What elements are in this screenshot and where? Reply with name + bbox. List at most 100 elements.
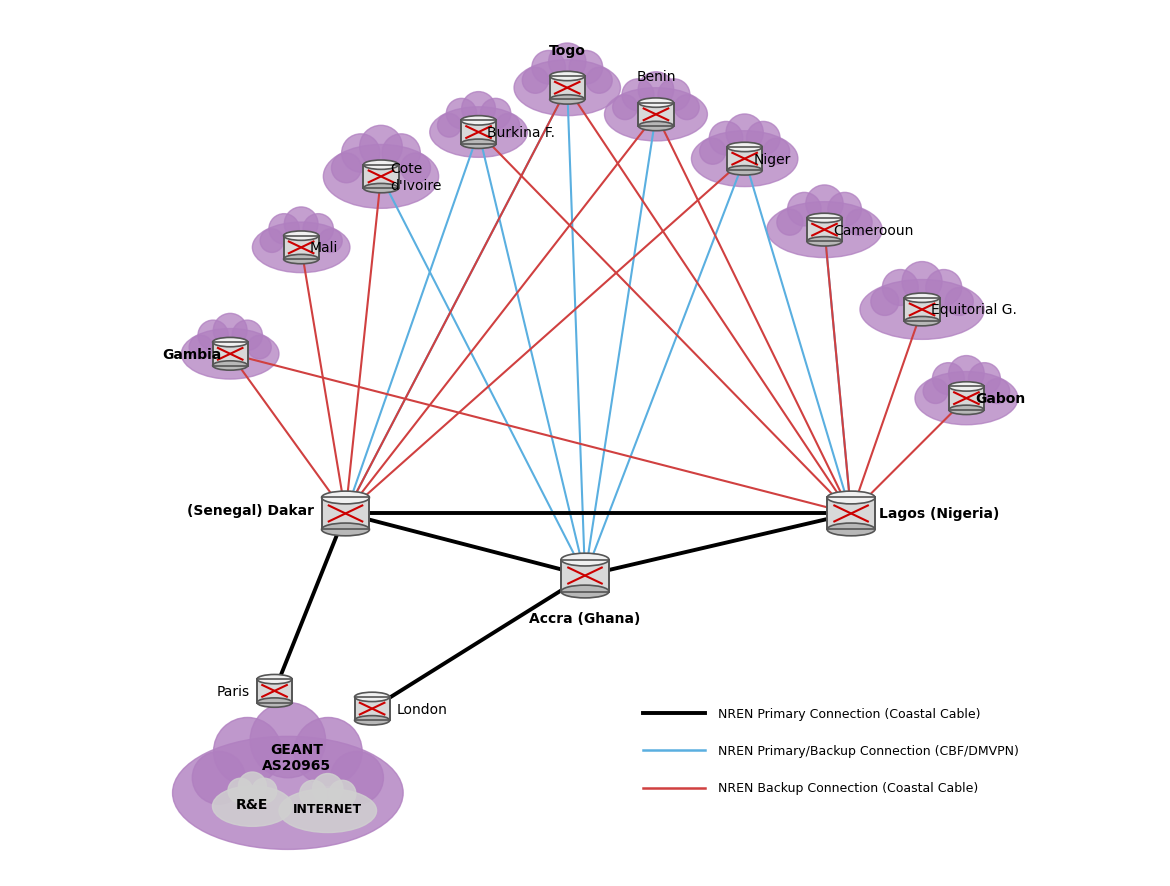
Text: GEANT
AS20965: GEANT AS20965 bbox=[262, 742, 331, 773]
FancyBboxPatch shape bbox=[364, 166, 399, 189]
Text: Niger: Niger bbox=[753, 152, 791, 167]
Text: Equitorial G.: Equitorial G. bbox=[931, 303, 1017, 317]
Text: R&E: R&E bbox=[236, 797, 269, 811]
Ellipse shape bbox=[172, 736, 404, 850]
FancyBboxPatch shape bbox=[827, 498, 875, 530]
Ellipse shape bbox=[807, 237, 842, 246]
Circle shape bbox=[300, 781, 326, 807]
FancyBboxPatch shape bbox=[283, 237, 318, 260]
Circle shape bbox=[383, 135, 420, 173]
Circle shape bbox=[260, 229, 283, 253]
Circle shape bbox=[496, 114, 519, 138]
Ellipse shape bbox=[213, 361, 248, 370]
Text: NREN Primary Connection (Coastal Cable): NREN Primary Connection (Coastal Cable) bbox=[718, 707, 980, 719]
FancyBboxPatch shape bbox=[727, 148, 762, 171]
Circle shape bbox=[828, 193, 861, 227]
Circle shape bbox=[746, 122, 780, 156]
Ellipse shape bbox=[514, 60, 620, 117]
Circle shape bbox=[764, 139, 790, 165]
Text: Burkina F.: Burkina F. bbox=[488, 126, 556, 140]
Ellipse shape bbox=[550, 73, 585, 82]
FancyBboxPatch shape bbox=[213, 343, 248, 366]
Circle shape bbox=[303, 214, 333, 245]
Circle shape bbox=[638, 73, 674, 108]
Circle shape bbox=[949, 356, 984, 392]
Ellipse shape bbox=[949, 383, 984, 392]
FancyBboxPatch shape bbox=[904, 299, 940, 322]
Ellipse shape bbox=[904, 317, 940, 326]
Circle shape bbox=[248, 336, 271, 360]
Ellipse shape bbox=[278, 789, 377, 833]
Ellipse shape bbox=[860, 280, 984, 340]
Circle shape bbox=[331, 751, 384, 804]
Circle shape bbox=[622, 80, 654, 112]
Text: Mali: Mali bbox=[310, 241, 338, 255]
Circle shape bbox=[192, 751, 245, 804]
FancyBboxPatch shape bbox=[355, 697, 390, 720]
Text: INTERNET: INTERNET bbox=[294, 803, 363, 815]
Ellipse shape bbox=[257, 698, 292, 707]
Text: Gambia: Gambia bbox=[163, 347, 221, 361]
Circle shape bbox=[932, 363, 964, 395]
FancyBboxPatch shape bbox=[562, 560, 608, 592]
Circle shape bbox=[239, 773, 267, 800]
Ellipse shape bbox=[562, 586, 608, 598]
FancyBboxPatch shape bbox=[257, 680, 292, 703]
Circle shape bbox=[446, 99, 476, 129]
Ellipse shape bbox=[213, 786, 292, 827]
Text: Gabon: Gabon bbox=[976, 392, 1026, 406]
Ellipse shape bbox=[550, 96, 585, 105]
Circle shape bbox=[846, 210, 872, 236]
Circle shape bbox=[522, 68, 549, 94]
Ellipse shape bbox=[429, 108, 528, 159]
Ellipse shape bbox=[253, 223, 350, 274]
Text: NREN Primary/Backup Connection (CBF/DMVPN): NREN Primary/Backup Connection (CBF/DMVP… bbox=[718, 744, 1019, 757]
Ellipse shape bbox=[355, 693, 390, 702]
Circle shape bbox=[342, 135, 380, 173]
Ellipse shape bbox=[639, 99, 674, 108]
Ellipse shape bbox=[766, 203, 882, 259]
Ellipse shape bbox=[364, 161, 399, 170]
Circle shape bbox=[198, 321, 228, 351]
Circle shape bbox=[709, 122, 743, 156]
Text: Camerooun: Camerooun bbox=[833, 223, 914, 237]
Circle shape bbox=[700, 139, 725, 165]
Circle shape bbox=[252, 779, 277, 803]
Ellipse shape bbox=[364, 184, 399, 193]
Ellipse shape bbox=[283, 232, 318, 241]
Circle shape bbox=[925, 270, 962, 307]
Text: Cote
d'Ivoire: Cote d'Ivoire bbox=[390, 162, 441, 192]
Text: Paris: Paris bbox=[216, 684, 249, 698]
Text: (Senegal) Dakar: (Senegal) Dakar bbox=[187, 503, 315, 517]
Circle shape bbox=[969, 363, 1000, 395]
Text: London: London bbox=[397, 702, 448, 716]
Circle shape bbox=[331, 154, 362, 183]
Text: NREN Backup Connection (Coastal Cable): NREN Backup Connection (Coastal Cable) bbox=[718, 781, 978, 794]
Ellipse shape bbox=[605, 89, 708, 142]
FancyBboxPatch shape bbox=[949, 387, 984, 410]
Ellipse shape bbox=[257, 675, 292, 684]
Circle shape bbox=[532, 51, 565, 85]
FancyBboxPatch shape bbox=[322, 498, 370, 530]
Ellipse shape bbox=[915, 372, 1018, 425]
Circle shape bbox=[882, 270, 918, 307]
Ellipse shape bbox=[949, 406, 984, 415]
FancyBboxPatch shape bbox=[461, 121, 496, 144]
Circle shape bbox=[190, 336, 213, 360]
Circle shape bbox=[228, 779, 253, 803]
Ellipse shape bbox=[323, 145, 439, 209]
FancyBboxPatch shape bbox=[550, 77, 585, 100]
Text: Accra (Ghana): Accra (Ghana) bbox=[529, 611, 641, 626]
Circle shape bbox=[569, 51, 603, 85]
Circle shape bbox=[318, 229, 343, 253]
Ellipse shape bbox=[461, 140, 496, 149]
Ellipse shape bbox=[807, 214, 842, 223]
Circle shape bbox=[806, 186, 844, 223]
Circle shape bbox=[787, 193, 821, 227]
Ellipse shape bbox=[562, 554, 608, 566]
Text: Benin: Benin bbox=[636, 70, 676, 84]
Ellipse shape bbox=[322, 524, 370, 536]
Ellipse shape bbox=[461, 117, 496, 126]
Ellipse shape bbox=[904, 294, 940, 303]
Ellipse shape bbox=[691, 132, 798, 188]
